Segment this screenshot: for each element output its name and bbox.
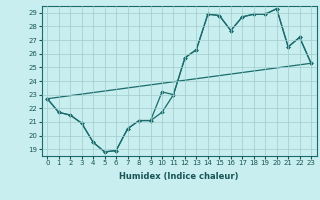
X-axis label: Humidex (Indice chaleur): Humidex (Indice chaleur) [119, 172, 239, 181]
